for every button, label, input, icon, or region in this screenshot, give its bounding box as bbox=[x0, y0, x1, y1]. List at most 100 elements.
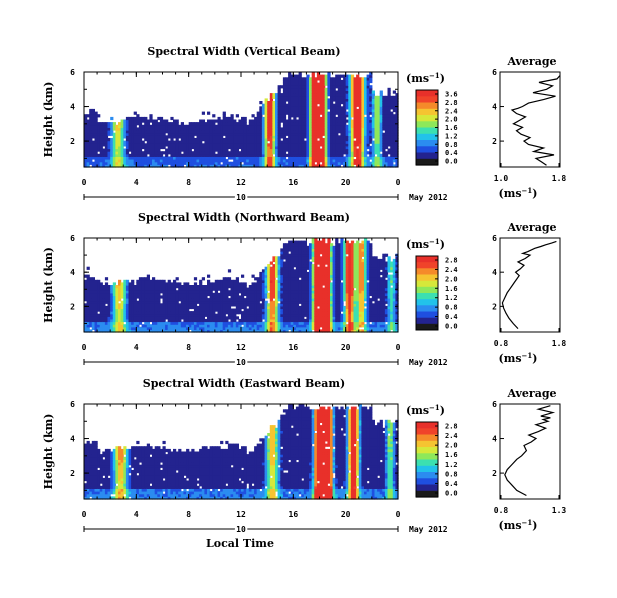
profile-title: Average bbox=[506, 387, 556, 400]
colorbar-tick-label: 2.0 bbox=[445, 116, 458, 124]
panel-title: Spectral Width (Northward Beam) bbox=[138, 211, 350, 224]
x-tick-label: 16 bbox=[289, 343, 299, 352]
colorbar-tick-label: 0.4 bbox=[445, 313, 458, 321]
y-tick-label: 6 bbox=[70, 234, 75, 243]
y-tick-label: 6 bbox=[70, 68, 75, 77]
x-tick-label: 0 bbox=[82, 178, 87, 187]
x-tick-label: 20 bbox=[341, 343, 351, 352]
profile-unit-exponent: −1 bbox=[522, 518, 533, 527]
profile-unit-label: (ms−1) bbox=[498, 518, 537, 532]
colorbar-tick-label: 0.0 bbox=[445, 158, 458, 166]
x-tick-label: 4 bbox=[134, 510, 139, 519]
colorbar: 0.0 0.40.8 1.21.6 2.02.42.8 bbox=[415, 255, 458, 331]
unit-exponent: −1 bbox=[429, 71, 440, 80]
panel-title: Spectral Width (Vertical Beam) bbox=[147, 45, 340, 58]
unit-exponent: −1 bbox=[429, 403, 440, 412]
unit-close: ) bbox=[440, 404, 445, 417]
profile-frame bbox=[499, 237, 561, 333]
profile-y-tick-label: 4 bbox=[492, 103, 497, 112]
colorbar-tick-label: 0.4 bbox=[445, 480, 458, 488]
average-profile: Average 2 4 6 1.0 1.8 (ms−1) bbox=[492, 55, 566, 200]
profile-unit-exponent: −1 bbox=[522, 186, 533, 195]
profile-y-tick-label: 2 bbox=[492, 137, 497, 146]
x-tick-label: 12 bbox=[236, 343, 246, 352]
profile-unit-close: ) bbox=[532, 352, 537, 365]
profile-y-tick-label: 2 bbox=[492, 302, 497, 311]
profile-x-tick-label: 0.8 bbox=[494, 339, 509, 348]
profile-unit-close: ) bbox=[532, 187, 537, 200]
day-marker-label: 10 bbox=[236, 525, 246, 534]
average-profile: Average 2 4 6 0.8 1.3 (ms−1) bbox=[492, 387, 566, 532]
y-tick-label: 2 bbox=[70, 469, 75, 478]
day-marker-label: 10 bbox=[236, 358, 246, 367]
unit-label: (ms−1) bbox=[406, 237, 445, 251]
colorbar-tick-label: 1.6 bbox=[445, 285, 458, 293]
x-tick-label: 20 bbox=[341, 178, 351, 187]
y-tick-label: 2 bbox=[70, 302, 75, 311]
colorbar-tick-label: 0.4 bbox=[445, 149, 458, 157]
x-tick-label: 8 bbox=[186, 510, 191, 519]
profile-frame bbox=[499, 71, 561, 168]
colorbar-tick-label: 1.6 bbox=[445, 124, 458, 132]
profile-x-tick-label: 1.0 bbox=[494, 174, 509, 183]
colorbar-tick-label: 1.6 bbox=[445, 451, 458, 459]
colorbar-tick-label: 2.8 bbox=[445, 99, 458, 107]
profile-line bbox=[504, 405, 556, 497]
profile-line bbox=[510, 75, 561, 166]
y-tick-label: 4 bbox=[70, 435, 75, 444]
y-axis-label: Height (km) bbox=[42, 82, 55, 158]
unit-label: (ms−1) bbox=[406, 71, 445, 85]
colorbar-tick-label: 1.2 bbox=[445, 294, 458, 302]
panel-2: Spectral Width (Northward Beam) 2 4 6 Height… bbox=[42, 211, 566, 369]
day-marker-label: 10 bbox=[236, 193, 246, 202]
heatmap-cells bbox=[84, 72, 399, 168]
x-tick-label: 0 bbox=[396, 343, 401, 352]
y-tick-label: 6 bbox=[70, 400, 75, 409]
unit-close: ) bbox=[440, 72, 445, 85]
x-tick-label: 8 bbox=[186, 343, 191, 352]
heatmap-cells bbox=[84, 238, 399, 333]
x-axis-label: Local Time bbox=[206, 537, 274, 550]
profile-unit-label: (ms−1) bbox=[498, 186, 537, 200]
x-tick-label: 4 bbox=[134, 178, 139, 187]
profile-unit-exponent: −1 bbox=[522, 351, 533, 360]
unit-close: ) bbox=[440, 238, 445, 251]
colorbar-tick-label: 2.0 bbox=[445, 442, 458, 450]
profile-x-tick-label: 1.3 bbox=[552, 506, 567, 515]
profile-frame bbox=[499, 403, 561, 500]
x-tick-label: 12 bbox=[236, 510, 246, 519]
x-tick-label: 20 bbox=[341, 510, 351, 519]
colorbar-tick-label: 1.2 bbox=[445, 132, 458, 140]
profile-y-tick-label: 4 bbox=[492, 268, 497, 277]
colorbar-tick-label: 3.6 bbox=[445, 91, 458, 99]
unit-label: (ms−1) bbox=[406, 403, 445, 417]
panel-1: Spectral Width (Vertical Beam) 2 4 6 Height … bbox=[42, 45, 566, 204]
heatmap-cells bbox=[84, 404, 399, 500]
average-profile: Average 2 4 6 0.8 1.8 (ms−1) bbox=[492, 221, 566, 365]
profile-unit-label: (ms−1) bbox=[498, 351, 537, 365]
x-tick-label: 8 bbox=[186, 178, 191, 187]
profile-y-tick-label: 2 bbox=[492, 469, 497, 478]
profile-y-tick-label: 6 bbox=[492, 234, 497, 243]
x-tick-label: 0 bbox=[82, 510, 87, 519]
x-tick-label: 16 bbox=[289, 178, 299, 187]
y-tick-label: 2 bbox=[70, 137, 75, 146]
colorbar-tick-label: 0.8 bbox=[445, 141, 458, 149]
x-tick-label: 0 bbox=[82, 343, 87, 352]
profile-x-tick-label: 1.8 bbox=[552, 174, 567, 183]
y-axis-label: Height (km) bbox=[42, 247, 55, 323]
colorbar-tick-label: 2.8 bbox=[445, 257, 458, 265]
colorbar-tick-label: 0.0 bbox=[445, 490, 458, 498]
date-label: May 2012 bbox=[409, 525, 448, 534]
unit-exponent: −1 bbox=[429, 237, 440, 246]
colorbar-tick-label: 2.4 bbox=[445, 432, 458, 440]
colorbar-tick-label: 0.8 bbox=[445, 470, 458, 478]
y-axis-label: Height (km) bbox=[42, 414, 55, 490]
profile-x-tick-label: 0.8 bbox=[494, 506, 509, 515]
colorbar-tick-label: 2.4 bbox=[445, 107, 458, 115]
x-tick-label: 12 bbox=[236, 178, 246, 187]
colorbar-tick-label: 2.8 bbox=[445, 423, 458, 431]
profile-line bbox=[501, 240, 557, 330]
colorbar: 0.00.40.81.21.62.02.42.83.6 bbox=[415, 89, 458, 166]
